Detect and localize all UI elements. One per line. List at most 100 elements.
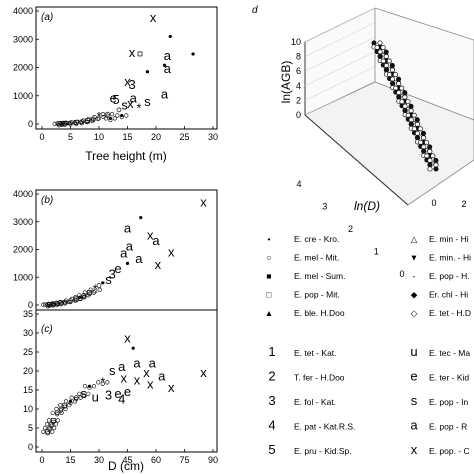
panel-a-frame <box>35 6 218 130</box>
data-point <box>86 391 91 396</box>
xtick-label: 90 <box>208 455 218 465</box>
grid-line <box>304 7 376 43</box>
data-point <box>69 395 74 400</box>
legend-symbol: - <box>413 271 416 281</box>
legend-entry: E. pop - R <box>429 422 467 432</box>
data-point: x <box>168 244 175 259</box>
data-point <box>72 298 78 303</box>
grid-line <box>304 22 376 57</box>
ytick-label: 35 <box>23 309 33 319</box>
lnD-tick-label: 0 <box>399 269 404 279</box>
data-point <box>50 410 55 415</box>
data-point <box>42 425 48 431</box>
data-point <box>47 303 52 309</box>
ytick-label: 25 <box>23 347 33 357</box>
xtick-label: 0 <box>39 132 44 142</box>
data-point: s <box>121 98 128 113</box>
data-point <box>105 380 110 385</box>
data-point: 5 <box>112 92 119 107</box>
data-point <box>82 384 88 389</box>
legend-symbol: • <box>268 234 271 244</box>
data-point: a <box>158 369 166 384</box>
data-point: x <box>127 96 134 111</box>
legend-symbol: ■ <box>266 271 271 281</box>
data-point: x <box>129 45 136 60</box>
data-point: x <box>147 376 154 391</box>
data-point <box>97 287 102 292</box>
xtick-label: 10 <box>94 132 104 142</box>
data-point <box>68 400 73 406</box>
panel-d-zlabel: ln(AGB) <box>279 61 293 104</box>
data-point <box>86 293 91 298</box>
data-point <box>64 121 69 126</box>
data-point <box>139 215 143 220</box>
data-point: x <box>143 365 150 380</box>
data-point <box>55 418 61 423</box>
ztick-label: 8 <box>296 52 301 62</box>
ztick-label: 10 <box>291 37 301 47</box>
data-point <box>62 404 67 409</box>
data-point <box>72 399 78 404</box>
data-point <box>79 121 84 126</box>
legend-entry: E. tec - Ma <box>429 348 470 358</box>
legend-entry: E. pop - In <box>429 397 468 407</box>
data-point: x <box>147 228 154 243</box>
legend-entry: E. mel - Mit. <box>294 253 339 263</box>
lnD-tick-label: 3 <box>322 202 327 212</box>
data-point: x <box>200 194 207 209</box>
data-point <box>112 116 117 121</box>
legend-entry: E. min. - Hi <box>429 253 471 263</box>
data-point <box>89 118 95 123</box>
data-point <box>41 302 46 307</box>
xtick-label: 15 <box>65 455 75 465</box>
data-point <box>51 419 56 425</box>
ytick-label: 3000 <box>13 217 33 227</box>
data-point <box>50 302 55 307</box>
data-point <box>427 166 433 172</box>
legend-symbol: □ <box>266 290 271 300</box>
data-point: x <box>124 331 131 346</box>
data-point <box>191 52 195 56</box>
data-point <box>137 51 143 57</box>
data-point: a <box>135 251 143 266</box>
data-point <box>58 403 63 408</box>
data-point <box>87 385 92 390</box>
data-point <box>72 120 78 125</box>
data-point: e <box>114 386 121 401</box>
data-point <box>96 380 101 385</box>
xtick-label: 0 <box>39 455 44 465</box>
legend-entry: E. fol - Kat. <box>294 397 336 407</box>
panel-d-points <box>371 40 439 172</box>
data-point <box>131 346 135 350</box>
data-point: 4 <box>118 392 125 407</box>
data-point: a <box>164 48 172 63</box>
data-point: 3 <box>128 77 135 92</box>
xtick-label: 75 <box>179 455 189 465</box>
legend-symbol: ▼ <box>410 253 418 263</box>
ytick-label: 30 <box>23 328 33 338</box>
data-point <box>81 393 86 398</box>
data-point <box>125 261 130 265</box>
data-point <box>145 70 150 74</box>
data-point <box>78 395 83 400</box>
legend-symbol: a <box>410 418 418 433</box>
data-point <box>168 34 172 39</box>
ytick-label: 0 <box>28 442 33 452</box>
data-point <box>74 397 79 402</box>
ztick-label: 2 <box>296 95 301 105</box>
data-point <box>51 425 57 431</box>
grid-line <box>304 80 376 116</box>
data-point <box>55 412 60 417</box>
data-point: x <box>155 257 162 272</box>
legend-entry: E. tet - Kat. <box>294 348 337 358</box>
ytick-label: 2000 <box>13 63 33 73</box>
data-point <box>115 113 120 118</box>
panel-b-ticks: 0 1000 2000 3000 4000 <box>13 189 39 310</box>
legend-entry: Er. chl - Hi <box>429 290 468 300</box>
data-point: 3 <box>109 266 116 281</box>
data-point: * <box>136 100 141 115</box>
